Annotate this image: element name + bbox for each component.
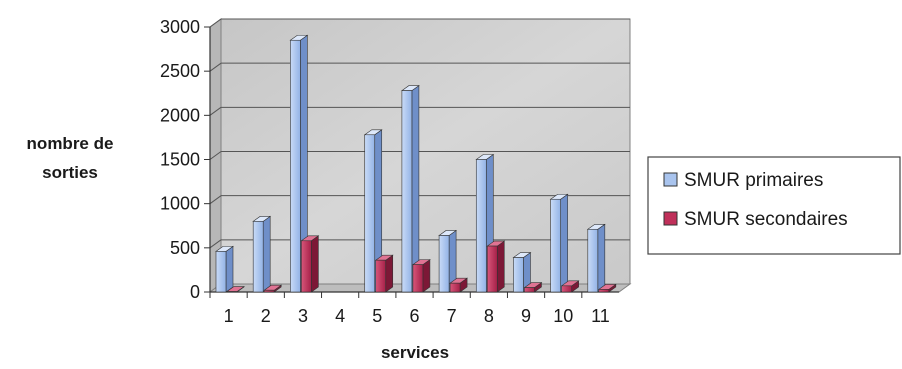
y-axis-title-line1: nombre de	[27, 134, 114, 153]
legend-label-smur-primaires: SMUR primaires	[684, 170, 823, 191]
x-tick-label: 9	[521, 306, 531, 326]
bar-smur-primaires	[400, 85, 420, 293]
bar-smur-primaires	[215, 245, 234, 293]
gridline-side	[209, 18, 222, 28]
x-tick-label: 6	[409, 306, 419, 326]
y-axis-title-line2: sorties	[42, 163, 98, 182]
x-tick-label: 2	[261, 306, 271, 326]
gridline-side	[209, 195, 222, 205]
y-tick-label: 1500	[160, 150, 200, 170]
bar-smur-primaires	[252, 215, 272, 293]
y-tick-label: 2500	[160, 61, 200, 81]
x-tick-label: 4	[335, 306, 345, 326]
bar-smur-secondaires	[486, 240, 506, 293]
bar-smur-secondaires	[449, 277, 469, 293]
y-tick-label: 1000	[160, 194, 200, 214]
x-tick-label: 1	[224, 306, 234, 326]
legend-swatch-smur-secondaires	[663, 211, 678, 226]
y-tick-labels: 0 500 1000 1500 2000 2500 3000	[160, 17, 210, 302]
gridline-side	[209, 106, 222, 116]
legend-swatch-smur-primaires	[663, 172, 678, 187]
bar-smur-secondaires	[374, 254, 394, 293]
bar-smur-secondaires	[597, 283, 617, 293]
x-tick-label: 10	[553, 306, 573, 326]
x-axis-title: services	[381, 343, 449, 362]
x-tick-label: 8	[484, 306, 494, 326]
bar-smur-secondaires	[523, 282, 543, 293]
x-tick-label: 3	[298, 306, 308, 326]
bar-smur-primaires	[586, 223, 606, 293]
x-tick-label: 11	[591, 306, 610, 326]
bar-smur-secondaires	[560, 280, 580, 293]
bar-smur-secondaires	[263, 284, 283, 293]
gridline-side	[209, 62, 222, 72]
bar-smur-secondaires	[226, 285, 245, 293]
x-tick-label: 7	[447, 306, 457, 326]
legend-box	[647, 156, 901, 255]
bar-smur-primaires	[438, 229, 458, 293]
bars	[215, 34, 617, 293]
gridline-side	[209, 151, 222, 160]
bar-smur-primaires	[549, 193, 569, 293]
legend-label-smur-secondaires: SMUR secondaires	[684, 209, 848, 230]
x-tick-label: 5	[372, 306, 382, 326]
bar-smur-secondaires	[300, 235, 320, 293]
y-tick-label: 2000	[160, 105, 200, 125]
legend: SMUR primaires SMUR secondaires	[647, 156, 901, 255]
x-tick-labels: 1 2 3 4 5 6 7 8 9 10 11	[209, 292, 610, 326]
y-tick-label: 500	[170, 238, 200, 258]
y-tick-label: 0	[190, 282, 200, 302]
bar-smur-secondaires	[411, 259, 431, 293]
y-tick-label: 3000	[160, 17, 200, 37]
gridline-side	[209, 239, 222, 249]
